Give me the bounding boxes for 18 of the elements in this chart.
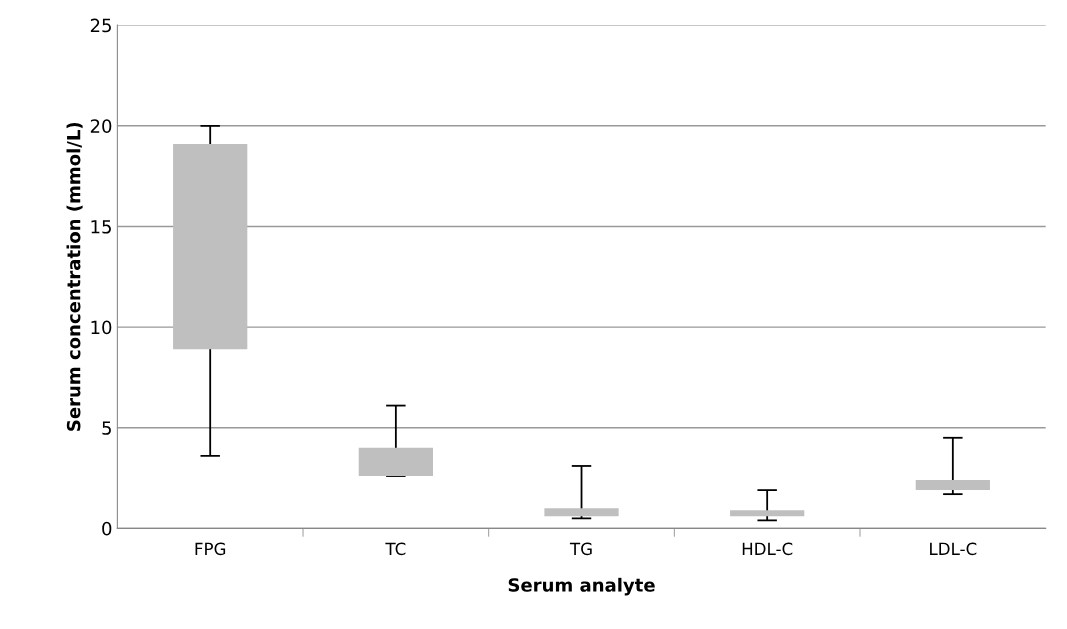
y-tick-label: 10 xyxy=(91,320,112,335)
y-tick-label: 15 xyxy=(91,220,111,234)
bar xyxy=(730,510,805,517)
bar xyxy=(358,447,433,477)
x-tick-label: TG xyxy=(569,542,592,556)
y-tick-label: 0 xyxy=(102,521,112,536)
x-tick-label: HDL-C xyxy=(742,542,793,556)
bar xyxy=(915,480,990,491)
bar xyxy=(544,508,619,517)
bar xyxy=(173,143,248,350)
y-tick-label: 25 xyxy=(90,18,111,33)
x-tick-label: TC xyxy=(385,542,406,556)
x-tick-label: FPG xyxy=(195,542,226,556)
y-tick-label: 5 xyxy=(102,421,111,435)
y-tick-label: 20 xyxy=(90,119,112,133)
x-axis-title: Serum analyte xyxy=(508,577,655,596)
y-axis-title: Serum concentration (mmol/L) xyxy=(66,122,83,431)
x-tick-label: LDL-C xyxy=(930,542,977,556)
